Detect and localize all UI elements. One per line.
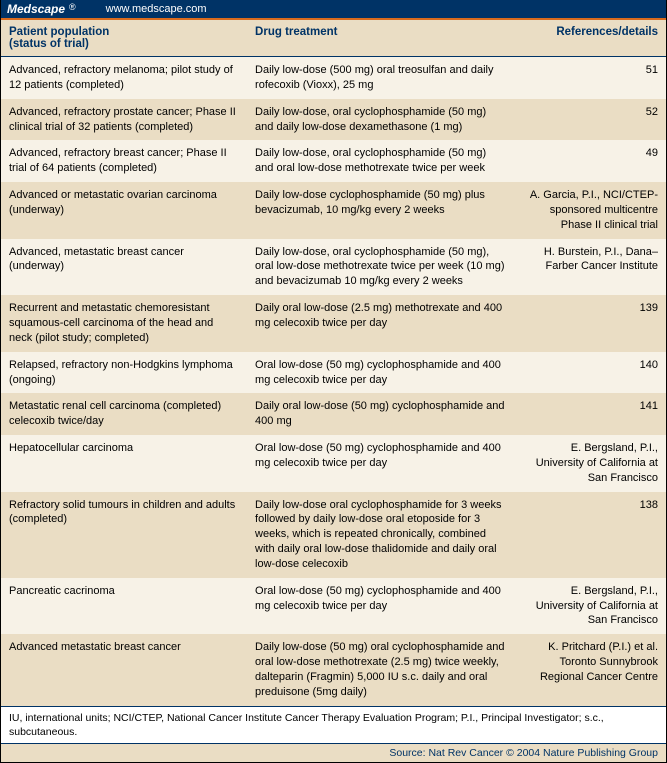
- cell-drug: Daily low-dose (500 mg) oral treosulfan …: [247, 57, 513, 99]
- cell-population: Recurrent and metastatic chemoresistant …: [1, 295, 247, 352]
- trials-table: Patient population (status of trial) Dru…: [1, 18, 666, 706]
- header-ref: References/details: [513, 19, 666, 57]
- table-row: Advanced, metastatic breast cancer (unde…: [1, 239, 666, 296]
- cell-drug: Oral low-dose (50 mg) cyclophosphamide a…: [247, 578, 513, 635]
- cell-drug: Daily low-dose oral cyclophosphamide for…: [247, 492, 513, 578]
- table-row: Advanced, refractory breast cancer; Phas…: [1, 140, 666, 182]
- header-pop-line2: (status of trial): [9, 38, 89, 50]
- table-row: Advanced, refractory prostate cancer; Ph…: [1, 99, 666, 141]
- cell-drug: Daily low-dose, oral cyclophosphamide (5…: [247, 140, 513, 182]
- cell-ref: 140: [513, 352, 666, 394]
- cell-ref: E. Bergsland, P.I., University of Califo…: [513, 435, 666, 492]
- source-line: Source: Nat Rev Cancer © 2004 Nature Pub…: [1, 743, 666, 762]
- table-row: Advanced metastatic breast cancerDaily l…: [1, 634, 666, 705]
- cell-population: Pancreatic cacrinoma: [1, 578, 247, 635]
- cell-population: Advanced, refractory breast cancer; Phas…: [1, 140, 247, 182]
- cell-drug: Daily low-dose cyclophosphamide (50 mg) …: [247, 182, 513, 239]
- table-row: Advanced, refractory melanoma; pilot stu…: [1, 57, 666, 99]
- cell-population: Advanced or metastatic ovarian carcinoma…: [1, 182, 247, 239]
- cell-population: Advanced, refractory prostate cancer; Ph…: [1, 99, 247, 141]
- table-row: Recurrent and metastatic chemoresistant …: [1, 295, 666, 352]
- top-bar: Medscape ® www.medscape.com: [1, 0, 666, 18]
- cell-population: Refractory solid tumours in children and…: [1, 492, 247, 578]
- abbrev-row: IU, international units; NCI/CTEP, Natio…: [1, 706, 666, 743]
- cell-drug: Daily oral low-dose (50 mg) cyclophospha…: [247, 393, 513, 435]
- cell-ref: 52: [513, 99, 666, 141]
- cell-population: Metastatic renal cell carcinoma (complet…: [1, 393, 247, 435]
- header-population: Patient population (status of trial): [1, 19, 247, 57]
- table-row: Relapsed, refractory non-Hodgkins lympho…: [1, 352, 666, 394]
- header-drug: Drug treatment: [247, 19, 513, 57]
- cell-population: Hepatocellular carcinoma: [1, 435, 247, 492]
- table-row: Refractory solid tumours in children and…: [1, 492, 666, 578]
- cell-drug: Daily low-dose, oral cyclophosphamide (5…: [247, 99, 513, 141]
- brand-logo: Medscape: [7, 2, 65, 16]
- cell-population: Relapsed, refractory non-Hodgkins lympho…: [1, 352, 247, 394]
- registered-mark: ®: [69, 2, 76, 12]
- cell-drug: Daily low-dose (50 mg) oral cyclophospha…: [247, 634, 513, 705]
- cell-drug: Daily oral low-dose (2.5 mg) methotrexat…: [247, 295, 513, 352]
- table-row: Hepatocellular carcinomaOral low-dose (5…: [1, 435, 666, 492]
- cell-drug: Oral low-dose (50 mg) cyclophosphamide a…: [247, 352, 513, 394]
- table-row: Metastatic renal cell carcinoma (complet…: [1, 393, 666, 435]
- cell-ref: 49: [513, 140, 666, 182]
- cell-ref: 138: [513, 492, 666, 578]
- abbrev-text: IU, international units; NCI/CTEP, Natio…: [1, 706, 666, 743]
- table-row: Advanced or metastatic ovarian carcinoma…: [1, 182, 666, 239]
- cell-ref: 139: [513, 295, 666, 352]
- footer-table: IU, international units; NCI/CTEP, Natio…: [1, 706, 666, 743]
- table-body: Advanced, refractory melanoma; pilot stu…: [1, 57, 666, 706]
- cell-ref: 141: [513, 393, 666, 435]
- header-row: Patient population (status of trial) Dru…: [1, 19, 666, 57]
- cell-ref: K. Pritchard (P.I.) et al. Toronto Sunny…: [513, 634, 666, 705]
- cell-population: Advanced, refractory melanoma; pilot stu…: [1, 57, 247, 99]
- cell-ref: 51: [513, 57, 666, 99]
- cell-ref: E. Bergsland, P.I., University of Califo…: [513, 578, 666, 635]
- cell-ref: H. Burstein, P.I., Dana–Farber Cancer In…: [513, 239, 666, 296]
- table-row: Pancreatic cacrinomaOral low-dose (50 mg…: [1, 578, 666, 635]
- cell-population: Advanced, metastatic breast cancer (unde…: [1, 239, 247, 296]
- page-container: Medscape ® www.medscape.com Patient popu…: [0, 0, 667, 763]
- site-url: www.medscape.com: [106, 3, 207, 15]
- header-pop-line1: Patient population: [9, 26, 109, 38]
- cell-drug: Daily low-dose, oral cyclophosphamide (5…: [247, 239, 513, 296]
- cell-ref: A. Garcia, P.I., NCI/CTEP-sponsored mult…: [513, 182, 666, 239]
- cell-drug: Oral low-dose (50 mg) cyclophosphamide a…: [247, 435, 513, 492]
- cell-population: Advanced metastatic breast cancer: [1, 634, 247, 705]
